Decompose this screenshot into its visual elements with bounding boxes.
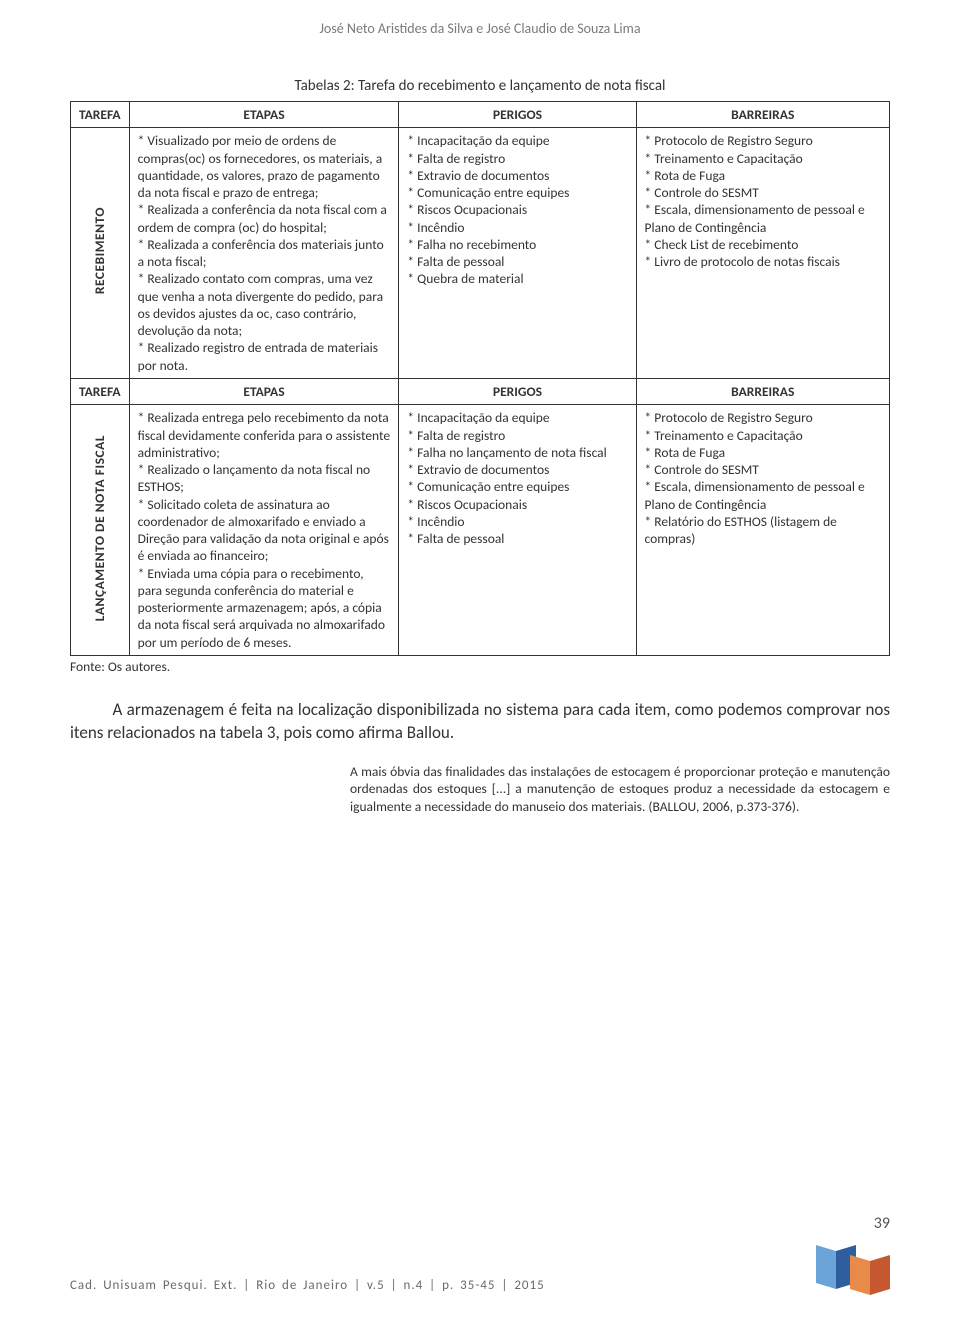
page-number: 39 — [874, 1214, 890, 1233]
th-etapas: ETAPAS — [129, 102, 399, 128]
th-perigos: PERIGOS — [399, 102, 636, 128]
cell-perigos-2: * Incapacitação da equipe * Falta de reg… — [399, 405, 636, 656]
th-etapas-2: ETAPAS — [129, 378, 399, 404]
block-quote: A mais óbvia das finalidades das instala… — [350, 763, 890, 816]
cell-etapas-1: * Visualizado por meio de ordens de comp… — [129, 128, 399, 379]
footer: Cad. Unisuam Pesqui. Ext. | Rio de Janei… — [0, 1276, 960, 1293]
rot-label: RECEBIMENTO — [91, 207, 108, 294]
body-paragraph: A armazenagem é feita na localização dis… — [70, 699, 890, 745]
source-note: Fonte: Os autores. — [70, 658, 890, 675]
cell-barreiras-1: * Protocolo de Registro Seguro * Treinam… — [636, 128, 890, 379]
rot-label: LANÇAMENTO DE NOTA FISCAL — [91, 435, 108, 621]
th-perigos-2: PERIGOS — [399, 378, 636, 404]
cell-tarefa-1: RECEBIMENTO — [71, 128, 130, 379]
footer-logo-icon — [810, 1237, 900, 1301]
table-caption: Tabelas 2: Tarefa do recebimento e lança… — [70, 77, 890, 95]
table-row: RECEBIMENTO * Visualizado por meio de or… — [71, 128, 890, 379]
cell-tarefa-2: LANÇAMENTO DE NOTA FISCAL — [71, 405, 130, 656]
main-table: TAREFA ETAPAS PERIGOS BARREIRAS RECEBIME… — [70, 101, 890, 656]
cell-etapas-2: * Realizada entrega pelo recebimento da … — [129, 405, 399, 656]
th-barreiras-2: BARREIRAS — [636, 378, 890, 404]
cell-perigos-1: * Incapacitação da equipe * Falta de reg… — [399, 128, 636, 379]
table-row: LANÇAMENTO DE NOTA FISCAL * Realizada en… — [71, 405, 890, 656]
th-tarefa: TAREFA — [71, 102, 130, 128]
header-authors: José Neto Aristides da Silva e José Clau… — [70, 20, 890, 37]
th-barreiras: BARREIRAS — [636, 102, 890, 128]
th-tarefa-2: TAREFA — [71, 378, 130, 404]
footer-citation: Cad. Unisuam Pesqui. Ext. | Rio de Janei… — [70, 1278, 545, 1293]
cell-barreiras-2: * Protocolo de Registro Seguro * Treinam… — [636, 405, 890, 656]
